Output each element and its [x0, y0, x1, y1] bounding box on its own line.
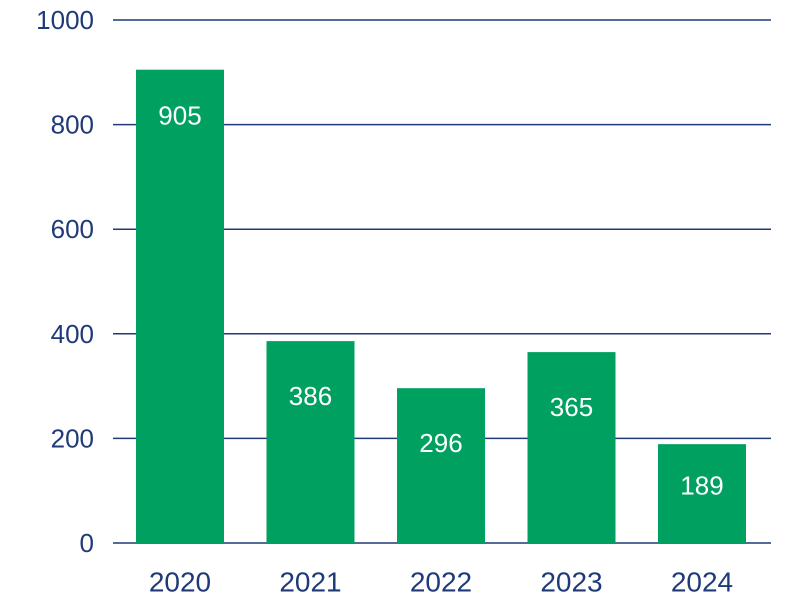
x-tick-label-2024: 2024: [671, 567, 733, 598]
data-labels: 905 386 296 365 189: [158, 101, 723, 501]
bar-2024: [658, 444, 746, 543]
x-tick-label-2020: 2020: [149, 567, 211, 598]
y-tick-label-0: 0: [80, 528, 94, 558]
bars: [136, 69, 746, 543]
data-label-2023: 365: [550, 392, 593, 422]
y-tick-label-200: 200: [51, 423, 94, 453]
bar-2021: [266, 341, 355, 543]
x-tick-label-2022: 2022: [410, 567, 472, 598]
y-tick-label-1000: 1000: [36, 5, 94, 35]
y-axis-tick-labels: 0 200 400 600 800 1000: [36, 5, 94, 558]
bar-2022: [397, 388, 485, 543]
data-label-2021: 386: [289, 381, 332, 411]
x-axis-tick-labels: 2020 2021 2022 2023 2024: [149, 567, 733, 598]
data-label-2022: 296: [419, 428, 462, 458]
x-tick-label-2021: 2021: [279, 567, 341, 598]
bar-2023: [527, 352, 616, 543]
x-tick-label-2023: 2023: [540, 567, 602, 598]
y-tick-label-400: 400: [51, 319, 94, 349]
data-label-2024: 189: [680, 471, 723, 501]
y-tick-label-800: 800: [51, 110, 94, 140]
data-label-2020: 905: [158, 101, 201, 131]
bar-2020: [136, 69, 224, 543]
y-tick-label-600: 600: [51, 214, 94, 244]
